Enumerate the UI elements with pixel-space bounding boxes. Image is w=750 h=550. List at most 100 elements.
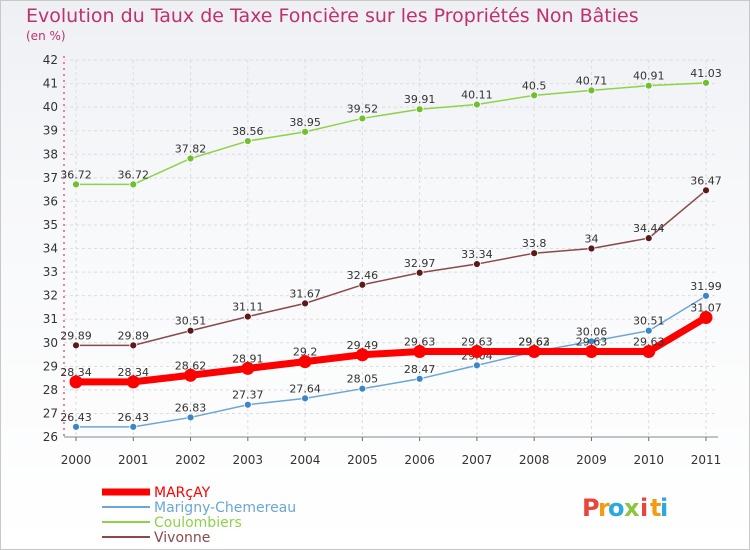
x-tick-label: 2008: [519, 453, 550, 467]
data-label: 34: [584, 233, 598, 246]
series-line: [75, 82, 707, 186]
data-point: [186, 154, 195, 163]
data-point: [243, 312, 252, 321]
data-point: [702, 78, 710, 87]
data-label: 29.63: [404, 335, 436, 348]
series-marigny-chemereau: 26.4326.4326.8327.3727.6428.0528.4729.04…: [60, 280, 722, 431]
data-label: 31.67: [289, 287, 321, 300]
legend-label: Vivonne: [154, 530, 210, 546]
data-label: 39.52: [347, 102, 379, 115]
data-label: 33.8: [522, 237, 547, 250]
data-label: 32.97: [404, 257, 436, 270]
data-point: [587, 337, 596, 346]
data-label: 38.95: [289, 116, 321, 129]
axes: 26 27 28 29 30 31 32 33 34 35 36 37 38 39 40 41 42 2000 20…: [43, 53, 722, 467]
y-tick-label: 33: [43, 265, 58, 279]
data-point: [72, 341, 80, 350]
y-tick-label: 42: [43, 53, 58, 67]
data-point: [702, 186, 710, 195]
data-point: [241, 361, 255, 375]
data-point: [358, 114, 367, 123]
x-tick-label: 2007: [462, 453, 493, 467]
data-point: [530, 249, 539, 258]
brand-letter: t: [650, 494, 661, 522]
data-point: [473, 260, 481, 268]
y-tick-label: 40: [43, 100, 58, 114]
data-point: [644, 81, 653, 90]
x-tick-label: 2010: [633, 453, 664, 467]
data-label: 31.11: [232, 301, 264, 314]
chart-subtitle: (en %): [26, 29, 66, 43]
brand-letter: o: [608, 494, 625, 522]
y-tick-label: 38: [43, 147, 58, 161]
data-label: 37.82: [175, 142, 207, 155]
brand-logo: Pro x i ti: [582, 494, 668, 522]
y-tick-label: 26: [43, 430, 58, 444]
data-point: [129, 422, 138, 431]
legend-label: Coulombiers: [154, 515, 242, 531]
brand-letter: i: [640, 494, 648, 522]
data-label: 36.72: [60, 168, 92, 181]
data-label: 40.71: [576, 74, 608, 87]
data-point: [473, 100, 481, 109]
data-label: 41.03: [690, 67, 722, 80]
series-line: [75, 189, 707, 347]
data-label: 29.63: [518, 335, 550, 348]
data-point: [69, 375, 83, 389]
data-label: 34.44: [633, 222, 665, 235]
x-tick-label: 2005: [347, 453, 378, 467]
data-point: [129, 180, 138, 189]
data-label: 28.34: [60, 366, 92, 379]
x-tick-label: 2004: [290, 453, 321, 467]
series-line: [72, 314, 710, 386]
legend-label: MARçAY: [154, 485, 211, 501]
brand-letter: x: [624, 494, 640, 522]
data-point: [129, 341, 138, 350]
data-label: 29.62: [518, 336, 550, 349]
data-label: 40.91: [633, 70, 665, 83]
brand-letter: i: [660, 494, 668, 522]
data-label: 32.46: [347, 269, 379, 282]
data-label: 26.83: [175, 401, 207, 414]
data-point: [301, 127, 309, 136]
data-label: 40.5: [522, 79, 547, 92]
data-label: 38.56: [232, 125, 264, 138]
data-label: 40.11: [461, 89, 493, 102]
data-point: [243, 137, 252, 145]
data-point: [301, 394, 309, 403]
data-label: 28.91: [232, 352, 264, 365]
data-label: 29.63: [633, 335, 665, 348]
data-label: 29.2: [293, 346, 318, 359]
grid: [64, 59, 718, 438]
y-tick-label: 31: [43, 312, 58, 326]
legend-label: Marigny-Chemereau: [154, 500, 296, 516]
data-point: [413, 344, 427, 358]
data-label: 27.64: [289, 382, 321, 395]
x-tick-label: 2003: [233, 453, 264, 467]
y-tick-label: 36: [43, 194, 58, 208]
data-label: 28.47: [404, 363, 436, 376]
data-point: [358, 280, 367, 289]
data-label: 26.43: [60, 411, 92, 424]
data-point: [298, 355, 312, 369]
y-tick-label: 30: [43, 336, 58, 350]
data-point: [642, 344, 656, 358]
data-label: 31.07: [690, 302, 722, 315]
y-tick-label: 28: [43, 383, 58, 397]
legend: MARçAYMarigny-ChemereauCoulombiersVivonn…: [102, 485, 296, 546]
data-point: [644, 234, 653, 243]
brand-letter: r: [598, 494, 610, 522]
data-point: [473, 361, 481, 370]
y-tick-label: 39: [43, 124, 58, 138]
data-point: [415, 268, 424, 277]
data-point: [699, 311, 713, 325]
x-tick-label: 2002: [175, 453, 206, 467]
data-point: [587, 244, 596, 253]
data-label: 33.34: [461, 248, 493, 261]
data-point: [530, 91, 539, 100]
y-tick-label: 41: [43, 77, 58, 91]
y-tick-label: 37: [43, 171, 58, 185]
